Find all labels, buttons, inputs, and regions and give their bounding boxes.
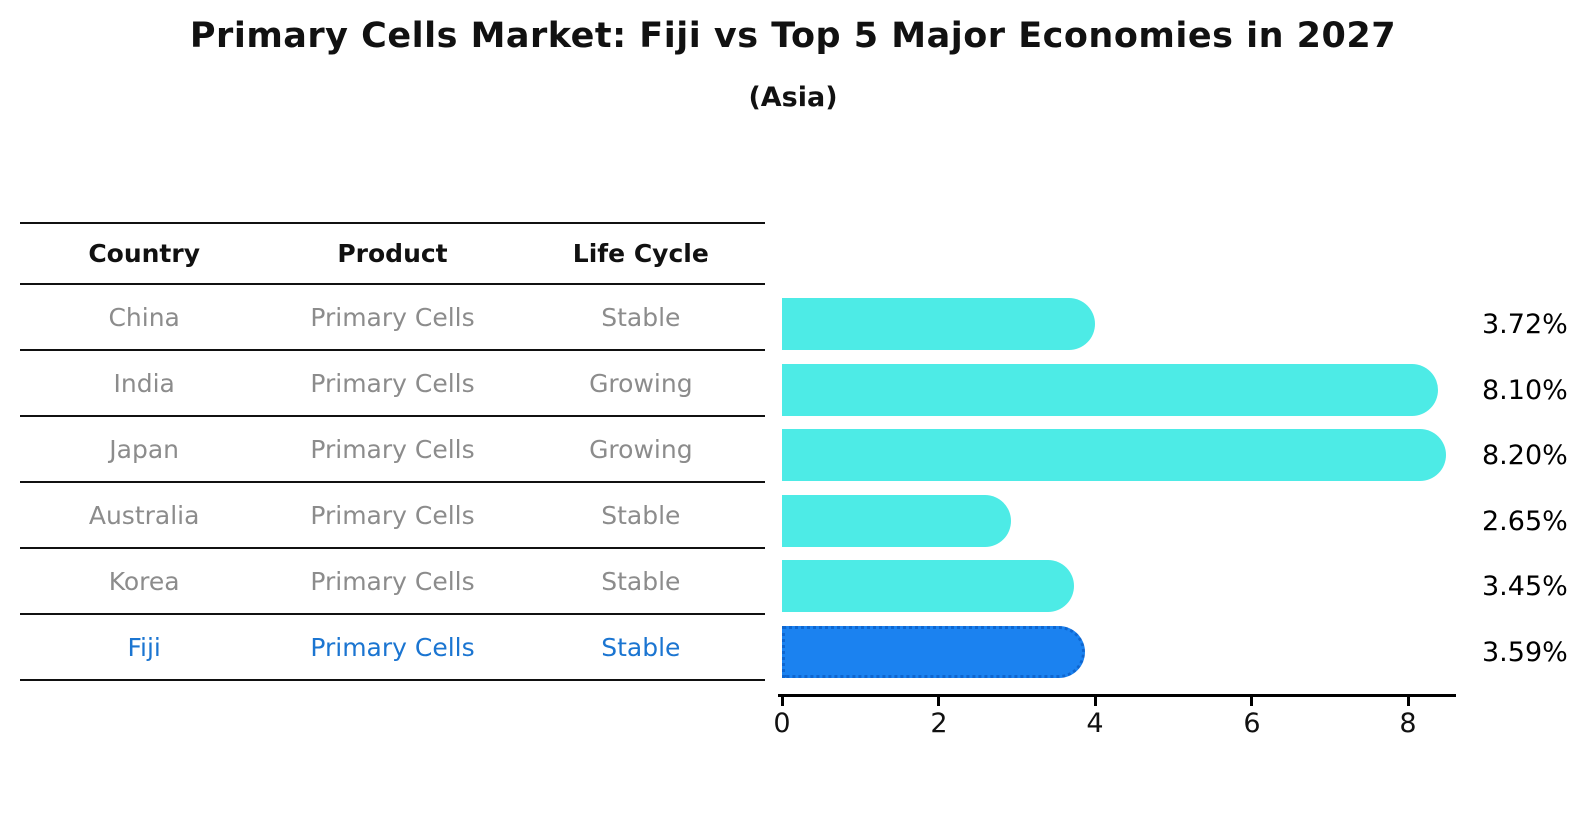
cell-life-cycle: Stable: [601, 632, 681, 662]
cell-country: India: [113, 368, 175, 398]
x-axis-tick-label: 8: [1399, 708, 1417, 739]
x-axis-tick-label: 0: [773, 708, 791, 739]
table-header-row: Country Product Life Cycle: [20, 224, 765, 285]
table-row-japan: Japan Primary Cells Growing: [20, 417, 765, 483]
chart-subtitle: (Asia): [748, 82, 838, 113]
cell-life-cycle: Growing: [589, 434, 693, 464]
cell-country: China: [108, 302, 180, 332]
market-table: Country Product Life Cycle China Primary…: [20, 222, 765, 681]
x-axis-tick-label: 2: [930, 708, 948, 739]
bar-japan: [782, 429, 1446, 481]
x-axis-tick: [1094, 697, 1097, 706]
cell-life-cycle: Stable: [601, 566, 681, 596]
cell-life-cycle: Stable: [601, 500, 681, 530]
x-axis-tick-label: 6: [1243, 708, 1261, 739]
table-row-korea: Korea Primary Cells Stable: [20, 549, 765, 615]
cell-country: Korea: [108, 566, 180, 596]
cell-country: Australia: [88, 500, 200, 530]
column-header-life-cycle: Life Cycle: [572, 239, 709, 268]
table-row-india: India Primary Cells Growing: [20, 351, 765, 417]
cell-product: Primary Cells: [310, 302, 475, 332]
value-label-fiji: 3.59%: [1482, 636, 1568, 668]
column-header-country: Country: [88, 239, 201, 268]
value-label-china: 3.72%: [1482, 308, 1568, 340]
cell-country: Fiji: [127, 632, 161, 662]
bar-fiji: [782, 626, 1085, 678]
bar-india: [782, 364, 1438, 416]
value-label-india: 8.10%: [1482, 374, 1568, 406]
cell-product: Primary Cells: [310, 368, 475, 398]
cell-product: Primary Cells: [310, 632, 475, 662]
cell-product: Primary Cells: [310, 566, 475, 596]
cell-product: Primary Cells: [310, 500, 475, 530]
column-header-product: Product: [337, 239, 448, 268]
cell-life-cycle: Stable: [601, 302, 681, 332]
x-axis-tick-label: 4: [1086, 708, 1104, 739]
x-axis-tick: [1407, 697, 1410, 706]
bar-korea: [782, 560, 1074, 612]
table-row-australia: Australia Primary Cells Stable: [20, 483, 765, 549]
cell-product: Primary Cells: [310, 434, 475, 464]
cell-life-cycle: Growing: [589, 368, 693, 398]
bar-australia: [782, 495, 1011, 547]
cell-country: Japan: [109, 434, 180, 464]
x-axis-tick: [937, 697, 940, 706]
bar-china: [782, 298, 1095, 350]
page-title: Primary Cells Market: Fiji vs Top 5 Majo…: [189, 16, 1397, 56]
table-row-fiji: Fiji Primary Cells Stable: [20, 615, 765, 681]
x-axis-line: [778, 694, 1456, 697]
value-label-australia: 2.65%: [1482, 505, 1568, 537]
table-row-china: China Primary Cells Stable: [20, 285, 765, 351]
value-label-korea: 3.45%: [1482, 570, 1568, 602]
x-axis-tick: [781, 697, 784, 706]
x-axis-tick: [1250, 697, 1253, 706]
value-label-japan: 8.20%: [1482, 439, 1568, 471]
